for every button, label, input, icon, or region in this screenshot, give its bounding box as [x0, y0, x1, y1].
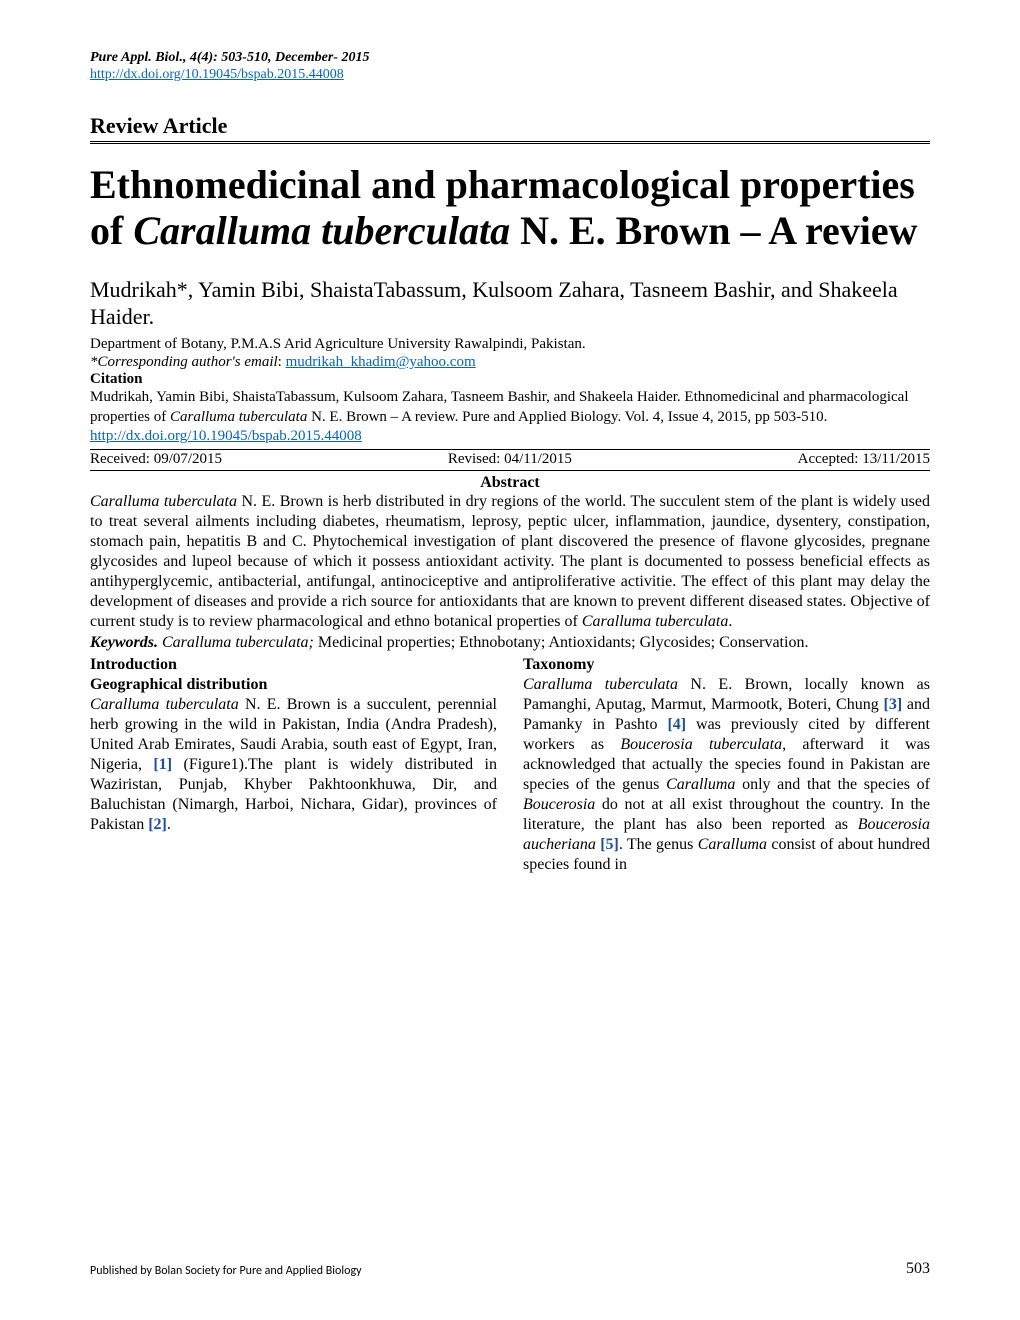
citation-t2: N. E. Brown – A review. Pure and Applied… [307, 409, 827, 425]
ref-4[interactable]: [4] [667, 716, 686, 733]
abstract-label: Abstract [90, 474, 930, 492]
citation-species: Caralluma tuberculata [170, 409, 307, 425]
title-species: Caralluma tuberculata [133, 208, 510, 253]
date-revised: Revised: 04/11/2015 [448, 451, 572, 468]
body-columns: Introduction Geographical distribution C… [90, 655, 930, 875]
keywords-label: Keywords. [90, 634, 158, 651]
keywords-rest: Medicinal properties; Ethnobotany; Antio… [314, 634, 809, 651]
citation-label: Citation [90, 371, 930, 388]
corresponding-label: *Corresponding author's email [90, 354, 278, 370]
left-column: Introduction Geographical distribution C… [90, 655, 497, 875]
corresponding-sep: : [278, 354, 286, 370]
left-t3: . [167, 816, 171, 833]
abstract-species-2: Caralluma tuberculata [582, 613, 729, 630]
ref-1[interactable]: [1] [153, 756, 172, 773]
left-species-1: Caralluma tuberculata [90, 696, 239, 713]
date-received: Received: 09/07/2015 [90, 451, 222, 468]
keywords: Keywords. Caralluma tuberculata; Medicin… [90, 633, 930, 653]
article-type: Review Article [90, 113, 930, 144]
right-column: Taxonomy Caralluma tuberculata N. E. Bro… [523, 655, 930, 875]
publisher-note: Published by Bolan Society for Pure and … [90, 1264, 362, 1278]
right-t8: . The genus [619, 836, 698, 853]
page-footer: Published by Bolan Society for Pure and … [90, 1260, 930, 1278]
article-title: Ethnomedicinal and pharmacological prope… [90, 162, 930, 254]
keywords-species: Caralluma tuberculata; [158, 634, 314, 651]
abstract-species-1: Caralluma tuberculata [90, 493, 237, 510]
abstract-text: Caralluma tuberculata N. E. Brown is her… [90, 492, 930, 632]
right-genus-2: Boucerosia [523, 796, 595, 813]
affiliation: Department of Botany, P.M.A.S Arid Agric… [90, 335, 930, 355]
ref-2[interactable]: [2] [148, 816, 167, 833]
taxonomy-heading: Taxonomy [523, 655, 930, 675]
abstract-t1: N. E. Brown is herb distributed in dry r… [90, 493, 930, 630]
right-t5: only and that the species of [735, 776, 930, 793]
right-genus-1: Caralluma [666, 776, 735, 793]
corresponding-email-link[interactable]: mudrikah_khadim@yahoo.com [286, 354, 476, 370]
page-number: 503 [906, 1260, 930, 1278]
abstract-t2: . [728, 613, 732, 630]
authors: Mudrikah*, Yamin Bibi, ShaistaTabassum, … [90, 276, 930, 331]
intro-heading: Introduction [90, 655, 497, 675]
dates-row: Received: 09/07/2015 Revised: 04/11/2015… [90, 450, 930, 471]
right-species-2: Boucerosia tuberculata [620, 736, 782, 753]
corresponding-author: *Corresponding author's email: mudrikah_… [90, 354, 930, 371]
ref-3[interactable]: [3] [883, 696, 902, 713]
date-accepted: Accepted: 13/11/2015 [798, 451, 930, 468]
journal-header: Pure Appl. Biol., 4(4): 503-510, Decembe… [90, 50, 930, 67]
header-doi-link[interactable]: http://dx.doi.org/10.19045/bspab.2015.44… [90, 67, 930, 83]
ref-5[interactable]: [5] [600, 836, 619, 853]
right-genus-3: Caralluma [698, 836, 767, 853]
right-species-1: Caralluma tuberculata [523, 676, 678, 693]
title-part-2: N. E. Brown – A review [510, 208, 917, 253]
citation-text: Mudrikah, Yamin Bibi, ShaistaTabassum, K… [90, 388, 930, 447]
citation-doi-link[interactable]: http://dx.doi.org/10.19045/bspab.2015.44… [90, 428, 362, 444]
geo-heading: Geographical distribution [90, 675, 497, 695]
